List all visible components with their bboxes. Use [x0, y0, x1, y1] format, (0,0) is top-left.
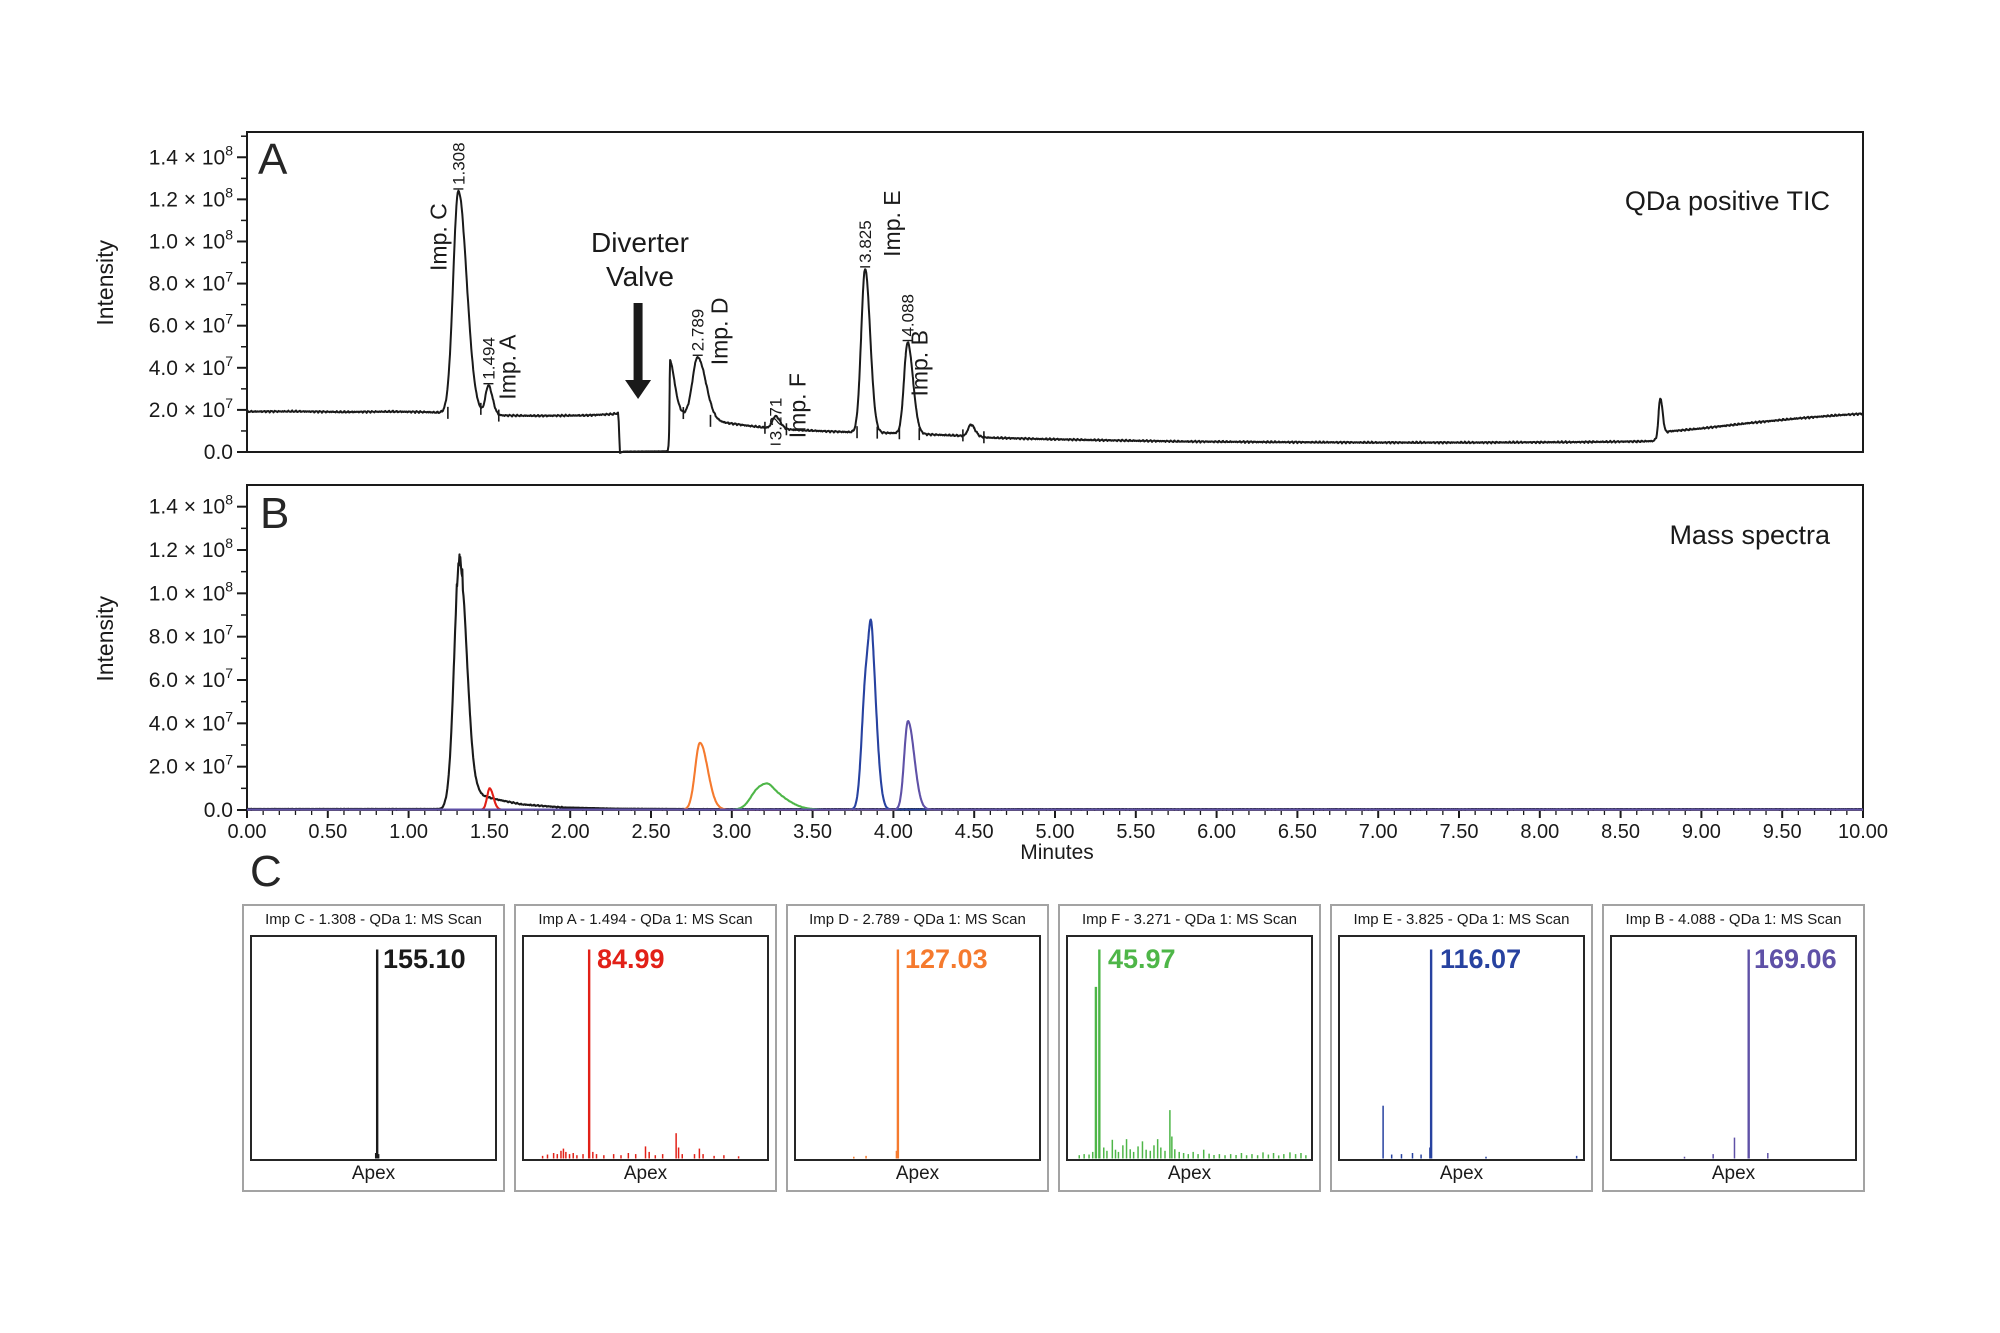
y-axis-tick-label: 1.2 × 108: [149, 535, 233, 562]
y-axis-tick-label: 4.0 × 107: [149, 353, 233, 380]
x-axis-tick-label: 5.50: [1116, 821, 1155, 843]
panel-a-label: A: [258, 135, 288, 184]
spectrum-box-title: Imp E - 3.825 - QDa 1: MS Scan: [1353, 911, 1570, 928]
mz-value-label: 45.97: [1108, 944, 1176, 974]
x-axis-tick-label: 4.50: [955, 821, 994, 843]
x-axis-tick-label: 0.00: [228, 821, 267, 843]
spectrum-box-title: Imp F - 3.271 - QDa 1: MS Scan: [1081, 911, 1298, 928]
y-axis-tick-label: 1.4 × 108: [149, 142, 233, 169]
mz-value-label: 169.06: [1754, 944, 1837, 974]
spectrum-plot-box: [250, 935, 497, 1161]
spectrum-box-title: Imp B - 4.088 - QDa 1: MS Scan: [1625, 911, 1842, 928]
panel-b-y-axis-title: Intensity: [92, 596, 118, 682]
plot-border: [246, 131, 1864, 453]
x-axis-tick-label: 9.50: [1763, 821, 1802, 843]
peak-rt-label: 4.088: [899, 294, 918, 337]
y-axis-tick-label: 0.0: [204, 799, 233, 822]
chromatogram-trace: [246, 553, 1864, 811]
chromatogram-trace: [246, 189, 1864, 454]
apex-label: Apex: [1711, 1163, 1756, 1184]
mz-value-label: 84.99: [597, 944, 665, 974]
y-axis-tick-label: 4.0 × 107: [149, 708, 233, 735]
x-axis-title: Minutes: [1020, 841, 1094, 864]
x-axis-tick-label: 8.00: [1520, 821, 1559, 843]
x-axis-tick-label: 9.00: [1682, 821, 1721, 843]
x-axis-tick-label: 1.00: [389, 821, 428, 843]
spectrum-plot-box: [794, 935, 1041, 1161]
peak-name-label: Imp. F: [785, 373, 811, 438]
x-axis-tick-label: 0.50: [308, 821, 347, 843]
y-axis-tick-label: 1.4 × 108: [149, 492, 233, 519]
spectrum-plot-box: [1610, 935, 1857, 1161]
x-axis-tick-label: 1.50: [470, 821, 509, 843]
y-axis-tick-label: 0.0: [204, 441, 233, 464]
panel-c-label: C: [250, 847, 282, 896]
plot-border: [246, 484, 1864, 811]
panel-b-title: Mass spectra: [1669, 520, 1830, 550]
peak-name-label: Imp. A: [494, 334, 520, 400]
peak-rt-label: 1.494: [479, 337, 498, 380]
y-axis-tick-label: 8.0 × 107: [149, 269, 233, 296]
peak-name-label: Imp. E: [879, 190, 905, 256]
x-axis-tick-label: 2.00: [551, 821, 590, 843]
diverter-valve-annotation: Diverter Valve: [540, 226, 740, 294]
y-axis-tick-label: 1.0 × 108: [149, 226, 233, 253]
spectrum-box-title: Imp A - 1.494 - QDa 1: MS Scan: [538, 911, 753, 928]
x-axis-tick-label: 7.50: [1440, 821, 1479, 843]
mz-value-label: 155.10: [383, 944, 466, 974]
diverter-arrow-head: [625, 380, 652, 399]
apex-label: Apex: [895, 1163, 940, 1184]
y-axis-tick-label: 6.0 × 107: [149, 665, 233, 692]
y-axis-tick-label: 6.0 × 107: [149, 311, 233, 338]
x-axis-tick-label: 8.50: [1601, 821, 1640, 843]
diverter-arrow-shaft: [633, 303, 643, 380]
peak-rt-label: 3.271: [767, 398, 786, 441]
chromatogram-trace: [246, 741, 1864, 811]
peak-name-label: Imp. B: [907, 330, 933, 396]
y-axis-tick-label: 2.0 × 107: [149, 395, 233, 422]
panel-a-title: QDa positive TIC: [1624, 186, 1830, 216]
y-axis-tick-label: 1.0 × 108: [149, 578, 233, 605]
apex-label: Apex: [1439, 1163, 1484, 1184]
apex-label: Apex: [1167, 1163, 1212, 1184]
spectrum-box-title: Imp D - 2.789 - QDa 1: MS Scan: [809, 911, 1026, 928]
spectrum-box-title: Imp C - 1.308 - QDa 1: MS Scan: [265, 911, 482, 928]
y-axis-tick-label: 8.0 × 107: [149, 622, 233, 649]
x-axis-tick-label: 5.00: [1036, 821, 1075, 843]
peak-rt-label: 2.789: [689, 309, 708, 352]
x-axis-tick-label: 7.00: [1359, 821, 1398, 843]
panel-b-label: B: [260, 489, 290, 538]
peak-name-label: Imp. C: [425, 203, 451, 271]
x-axis-tick-label: 2.50: [632, 821, 671, 843]
peak-rt-label: 1.308: [449, 142, 468, 185]
panel-a-y-axis-title: Intensity: [92, 240, 118, 326]
x-axis-tick-label: 6.50: [1278, 821, 1317, 843]
y-axis-tick-label: 1.2 × 108: [149, 184, 233, 211]
peak-name-label: Imp. D: [707, 298, 733, 366]
mz-value-label: 116.07: [1440, 944, 1522, 974]
chromatogram-trace: [246, 787, 1864, 811]
apex-label: Apex: [623, 1163, 668, 1184]
x-axis-tick-label: 3.50: [793, 821, 832, 843]
y-axis-tick-label: 2.0 × 107: [149, 752, 233, 779]
spectrum-plot-box: [1338, 935, 1585, 1161]
spectrum-plot-box: [522, 935, 769, 1161]
mz-value-label: 127.03: [905, 944, 988, 974]
apex-label: Apex: [351, 1163, 396, 1184]
diverter-annotation-line1: Diverter: [590, 227, 689, 258]
x-axis-tick-label: 3.00: [712, 821, 751, 843]
x-axis-tick-label: 6.00: [1197, 821, 1236, 843]
x-axis-tick-label: 4.00: [874, 821, 913, 843]
spectrum-plot-box: [1066, 935, 1313, 1161]
x-axis-tick-label: 10.00: [1838, 821, 1888, 843]
peak-rt-label: 3.825: [856, 220, 875, 263]
chromatogram-trace: [246, 720, 1864, 811]
chromatogram-trace: [246, 618, 1864, 811]
diverter-annotation-line2: Valve: [606, 261, 674, 292]
